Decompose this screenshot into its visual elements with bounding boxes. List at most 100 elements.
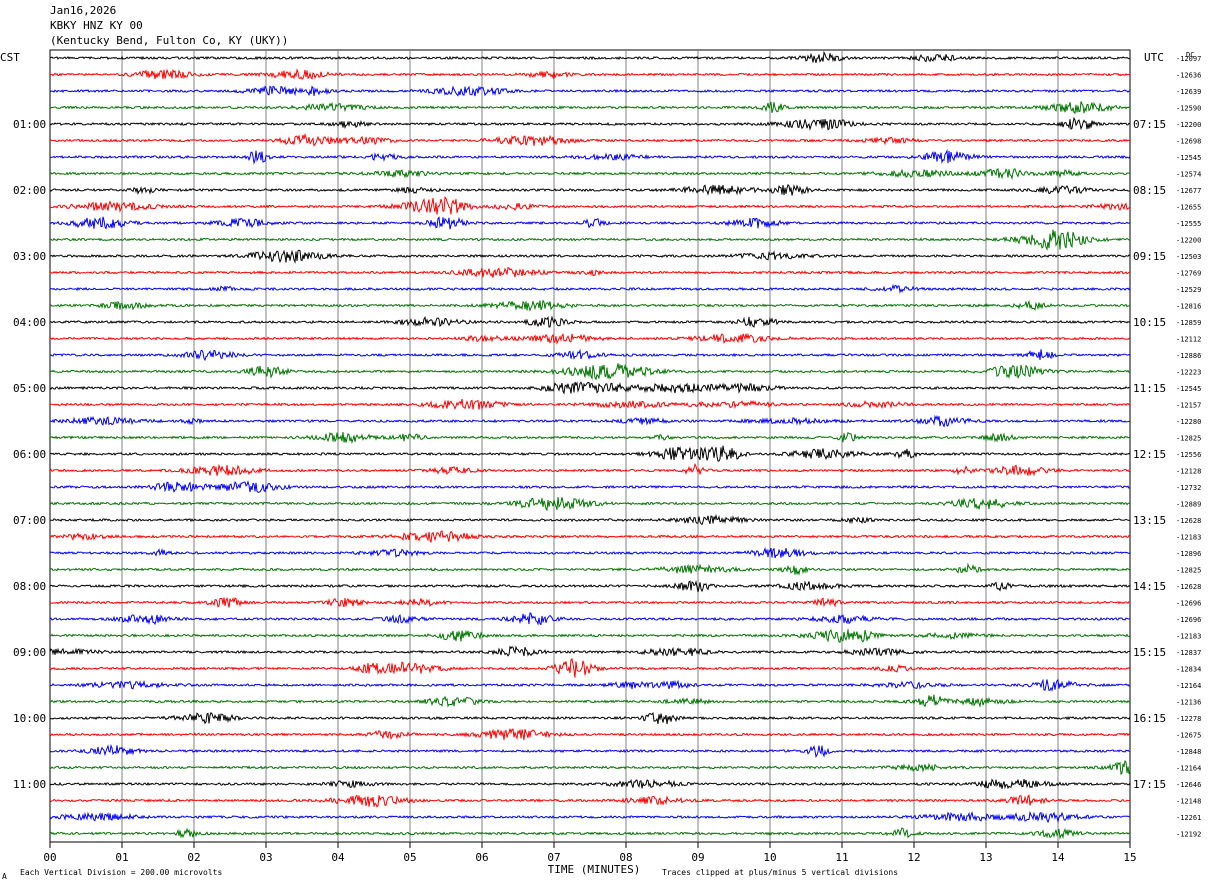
dc-offset-label: -12503 xyxy=(1176,253,1201,261)
trace-line xyxy=(49,414,1130,428)
x-tick-label: 14 xyxy=(1051,851,1065,864)
trace-line xyxy=(49,229,1131,251)
trace-line xyxy=(49,462,1131,477)
trace-line xyxy=(49,728,1131,741)
clip-note: Traces clipped at plus/minus 5 vertical … xyxy=(662,868,898,877)
plot-grid xyxy=(49,49,1131,848)
dc-offset-label: -12545 xyxy=(1176,154,1201,162)
trace-line xyxy=(49,530,1131,543)
trace-line xyxy=(49,645,1131,657)
dc-offset-label: -12278 xyxy=(1176,715,1201,723)
trace-line xyxy=(49,315,1131,328)
dc-offset-label: -12112 xyxy=(1176,336,1201,344)
trace-line xyxy=(49,497,1131,512)
dc-offset-label: -12859 xyxy=(1176,319,1201,327)
trace-line xyxy=(49,183,1131,196)
dc-offset-label: -12529 xyxy=(1176,286,1201,294)
trace-line xyxy=(49,743,1131,759)
dc-offset-label: -12698 xyxy=(1176,138,1201,146)
right-hour-label: 07:15 xyxy=(1133,118,1166,131)
trace-line xyxy=(49,562,1131,576)
right-hour-label: 14:15 xyxy=(1133,580,1166,593)
dc-offset-label: -12223 xyxy=(1176,369,1201,377)
dc-offset-label: -12639 xyxy=(1176,88,1201,96)
scale-note: Each Vertical Division = 200.00 microvol… xyxy=(20,868,222,877)
dc-offset-header: DC xyxy=(1186,51,1194,59)
dc-offset-label: -12128 xyxy=(1176,468,1201,476)
left-hour-label: 08:00 xyxy=(13,580,46,593)
dc-offset-label: -12732 xyxy=(1176,484,1201,492)
dc-offset-label: -12696 xyxy=(1176,600,1201,608)
x-tick-label: 12 xyxy=(907,851,920,864)
left-hour-label: 02:00 xyxy=(13,184,46,197)
dc-offset-label: -12628 xyxy=(1176,583,1201,591)
trace-line xyxy=(50,363,1131,381)
trace-line xyxy=(49,629,1131,643)
trace-line xyxy=(49,480,1131,494)
plot-frame xyxy=(49,49,1131,843)
trace-line xyxy=(49,299,1131,312)
x-tick-label: 05 xyxy=(403,851,416,864)
left-hour-label: 11:00 xyxy=(13,778,46,791)
x-tick-label: 06 xyxy=(475,851,488,864)
trace-line xyxy=(49,658,1131,678)
dc-offset-label: -12261 xyxy=(1176,814,1201,822)
dc-offset-label: -12545 xyxy=(1176,385,1201,393)
dc-offset-label: -12183 xyxy=(1176,534,1201,542)
trace-line xyxy=(49,579,1131,593)
trace-line xyxy=(49,596,1130,608)
seismic-traces xyxy=(49,50,1131,840)
dc-offset-label: -12837 xyxy=(1176,649,1201,657)
dc-offset-label: -12164 xyxy=(1176,765,1201,773)
x-tick-label: 04 xyxy=(331,851,345,864)
trace-line xyxy=(49,85,1131,97)
dc-offset-label: -12886 xyxy=(1176,352,1201,360)
x-tick-label: 10 xyxy=(763,851,776,864)
dc-offset-label: -12655 xyxy=(1176,204,1201,212)
dc-offset-label: -12675 xyxy=(1176,732,1201,740)
trace-line xyxy=(49,216,1131,230)
right-hour-label: 10:15 xyxy=(1133,316,1166,329)
dc-offset-label: -12157 xyxy=(1176,402,1201,410)
dc-offset-label: -12574 xyxy=(1176,171,1201,179)
trace-line xyxy=(49,759,1131,775)
trace-line xyxy=(49,196,1131,215)
dc-offset-label: -12164 xyxy=(1176,682,1201,690)
x-tick-label: 13 xyxy=(979,851,992,864)
axis-labels: CST UTC DC TIME (MINUTES) Each Vertical … xyxy=(0,51,1201,881)
trace-line xyxy=(49,431,1131,444)
dc-offset-label: -12136 xyxy=(1176,699,1201,707)
trace-line xyxy=(49,827,1131,840)
trace-line xyxy=(49,116,1131,131)
right-timezone-label: UTC xyxy=(1144,51,1164,64)
left-hour-label: 03:00 xyxy=(13,250,46,263)
trace-line xyxy=(49,283,1131,294)
trace-line xyxy=(49,332,1131,345)
right-hour-label: 08:15 xyxy=(1133,184,1166,197)
corner-mark: A xyxy=(2,872,7,881)
right-hour-label: 13:15 xyxy=(1133,514,1166,527)
trace-line xyxy=(49,612,1131,626)
dc-offset-label: -12200 xyxy=(1176,237,1201,245)
dc-offset-label: -12148 xyxy=(1176,798,1201,806)
x-tick-label: 11 xyxy=(835,851,848,864)
x-axis-title: TIME (MINUTES) xyxy=(548,863,641,876)
right-hour-label: 09:15 xyxy=(1133,250,1166,263)
left-hour-label: 06:00 xyxy=(13,448,46,461)
trace-line xyxy=(49,694,1131,708)
dc-offset-label: -12646 xyxy=(1176,781,1201,789)
right-hour-label: 15:15 xyxy=(1133,646,1166,659)
trace-line xyxy=(49,711,1131,725)
dc-offset-label: -12628 xyxy=(1176,517,1201,525)
x-tick-label: 01 xyxy=(115,851,128,864)
dc-offset-label: -12834 xyxy=(1176,666,1201,674)
dc-offset-label: -12769 xyxy=(1176,270,1201,278)
dc-offset-label: -12280 xyxy=(1176,418,1201,426)
trace-line xyxy=(49,50,1131,63)
dc-offset-label: -12192 xyxy=(1176,831,1201,839)
x-tick-label: 02 xyxy=(187,851,200,864)
dc-offset-label: -12183 xyxy=(1176,633,1201,641)
dc-offset-label: -12097 xyxy=(1176,55,1201,63)
header-station: KBKY HNZ KY 00 xyxy=(50,19,143,32)
